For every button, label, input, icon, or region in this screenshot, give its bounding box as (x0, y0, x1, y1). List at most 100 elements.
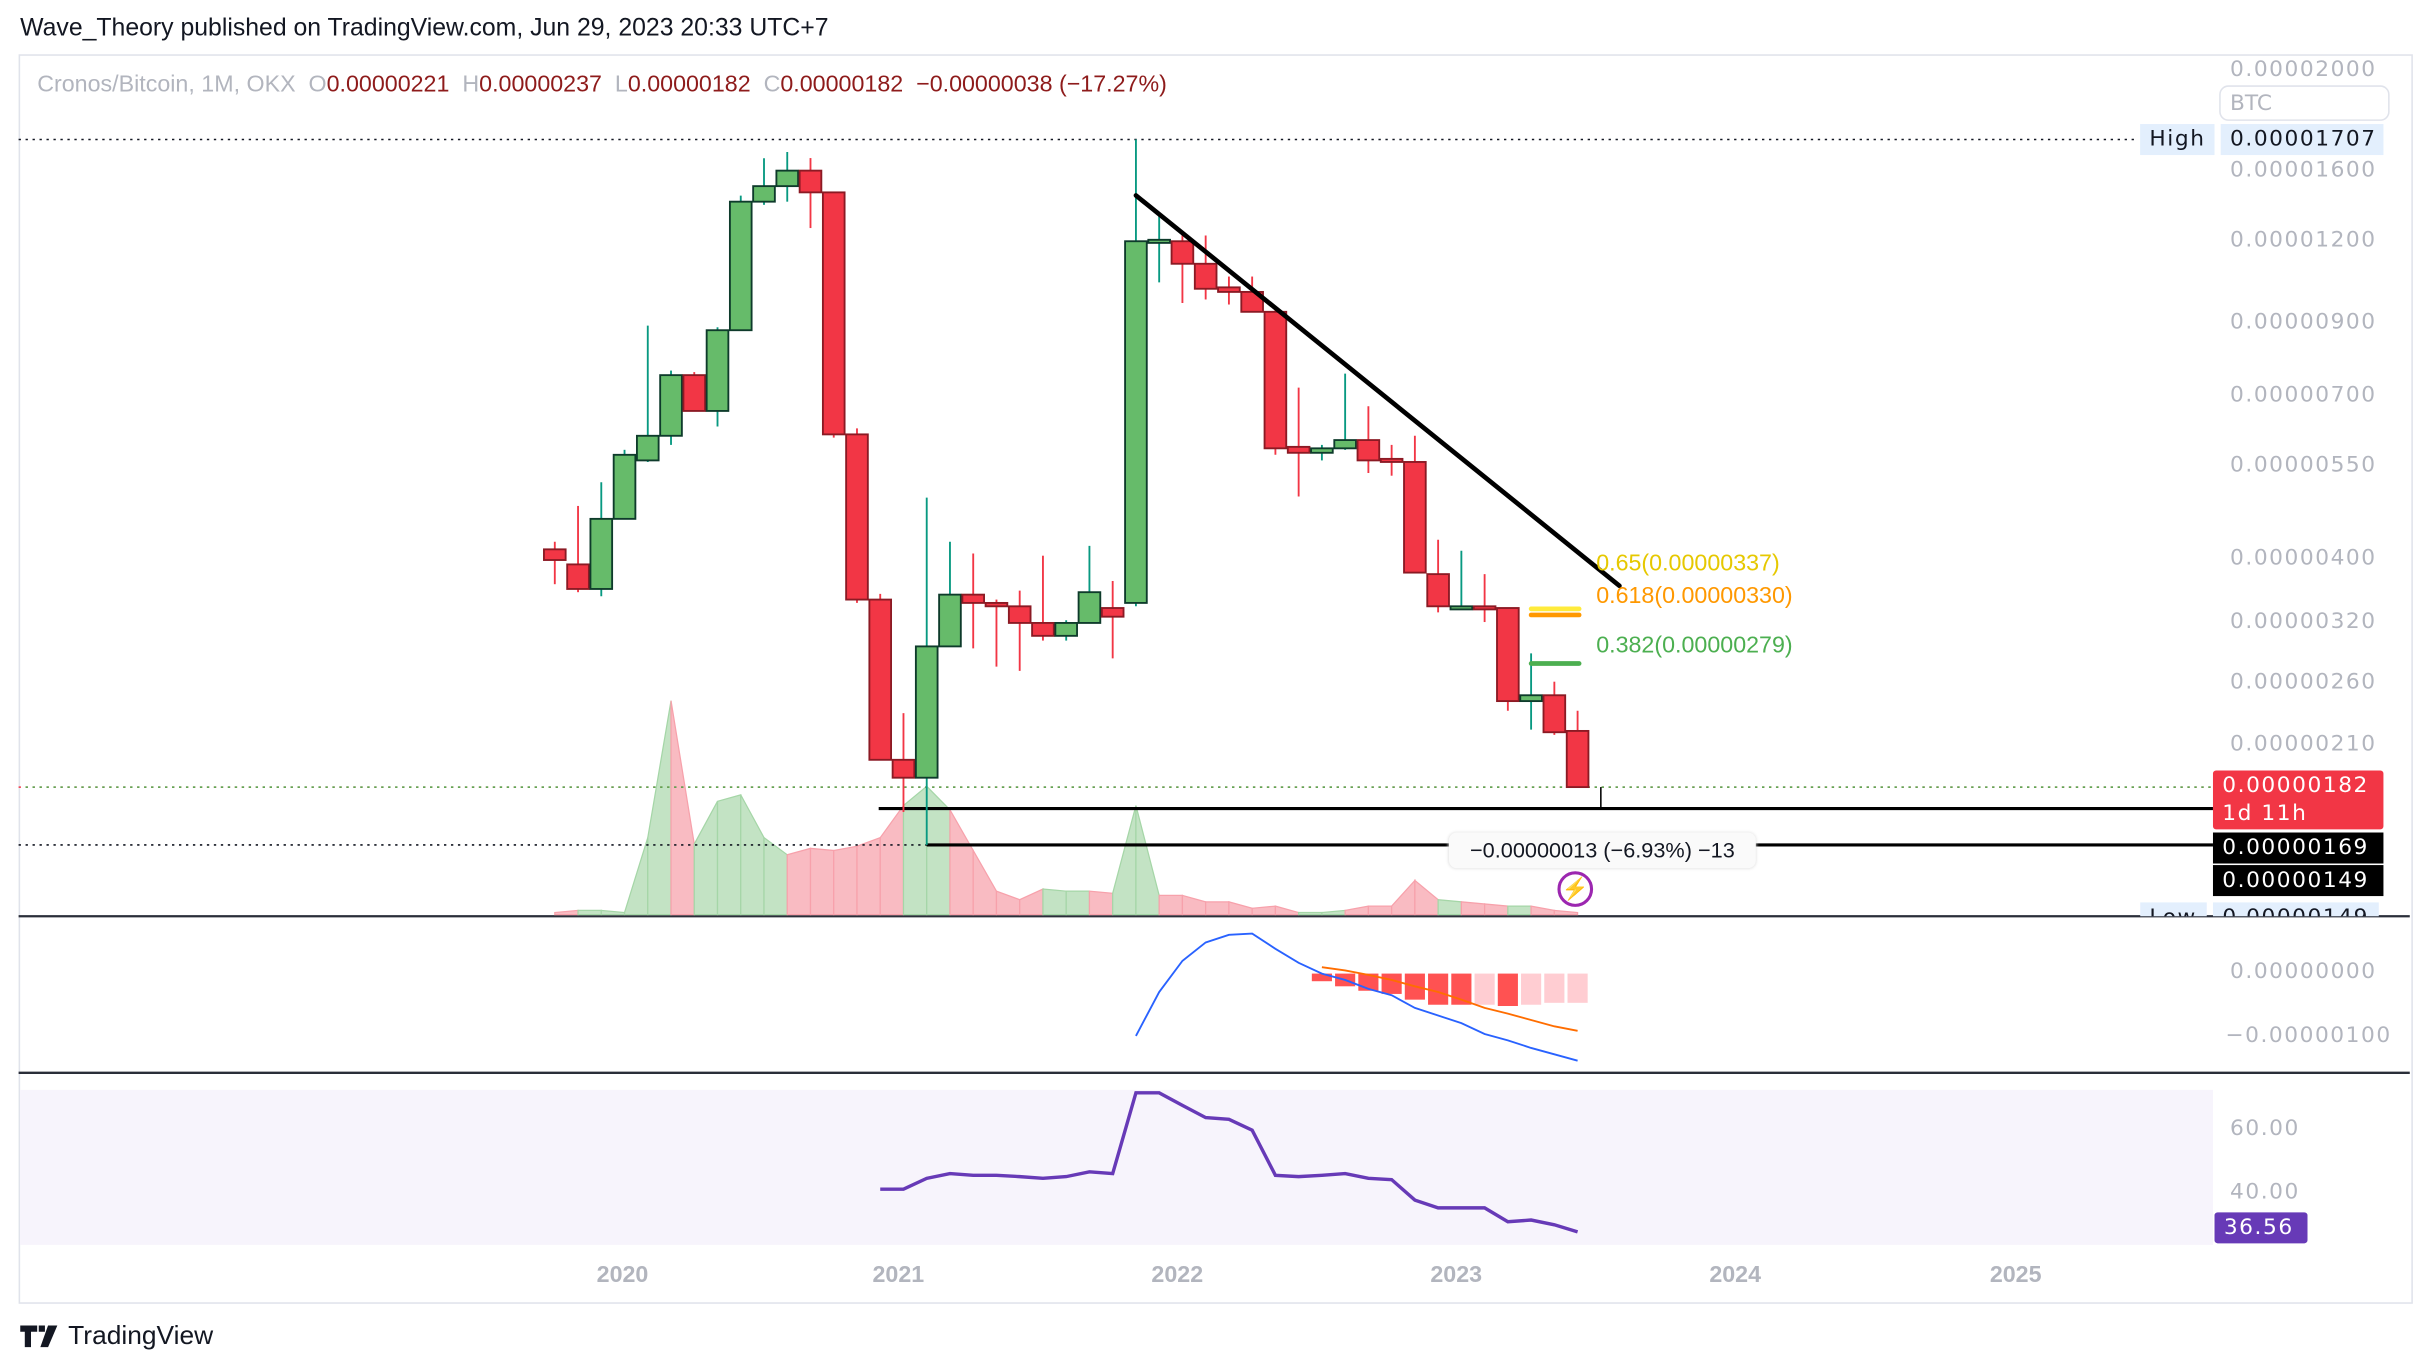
candle (752, 158, 776, 205)
candle-body (1565, 729, 1590, 789)
volume-area-segment (1181, 894, 1207, 916)
price-tick: 0.00001200 (2230, 227, 2377, 253)
high-value-tag: 0.00001707 (2220, 124, 2384, 156)
volume-area-segment (1135, 805, 1160, 916)
volume-area-segment (1391, 878, 1416, 916)
candle-body (1170, 240, 1195, 265)
candle (1007, 590, 1032, 671)
rsi-line (880, 1091, 1579, 1234)
volume-area-segment (1414, 879, 1439, 916)
volume-area-segment (1228, 901, 1253, 916)
candle (543, 541, 567, 585)
year-2025: 2025 (1989, 1261, 2042, 1289)
candle-body (1496, 607, 1520, 703)
current-price-tag: 0.00000182 1d 11h (2212, 770, 2384, 830)
volume-area-segment (1507, 905, 1532, 916)
candle-body (914, 645, 939, 779)
candle-body (868, 598, 893, 761)
volume-area-segment (1298, 911, 1323, 916)
candle (1263, 307, 1288, 455)
macd-histogram-bar (1497, 973, 1518, 1007)
candle-body (775, 169, 800, 188)
candle (868, 593, 893, 761)
volume-area-segment (1460, 901, 1486, 916)
chart-frame (18, 54, 2413, 1304)
volume-area-segment (1553, 909, 1579, 916)
candle-body (1217, 286, 1241, 293)
volume-area-segment (740, 794, 765, 916)
candle (659, 370, 683, 445)
macd-axis-minus100: −0.00000100 (2225, 1023, 2392, 1049)
symbol-name[interactable]: Cronos/Bitcoin, 1M, OKX (37, 71, 296, 98)
candle (1356, 406, 1381, 474)
high-label: H (462, 71, 480, 98)
brand-name: TradingView (68, 1320, 214, 1351)
fib-065-label: 0.65(0.00000337) (1596, 550, 1780, 577)
open-label: O (308, 71, 327, 98)
high-label-tag: High (2140, 124, 2215, 156)
candle-body (1310, 447, 1334, 454)
candle (566, 505, 590, 593)
candle-body (589, 517, 614, 590)
lightning-event-icon[interactable]: ⚡ (1557, 871, 1594, 907)
candle (798, 158, 823, 229)
candle (1170, 232, 1195, 304)
tradingview-logo[interactable]: TradingView (20, 1321, 213, 1352)
candle-body (1031, 622, 1055, 637)
candle (1379, 444, 1404, 476)
rsi-axis-60: 60.00 (2230, 1116, 2300, 1142)
level-149-tag: 0.00000149 (2212, 865, 2384, 897)
candle-body (938, 593, 962, 648)
candle (728, 195, 753, 332)
price-tick: 0.00000260 (2230, 669, 2377, 695)
price-tick: 0.00000700 (2230, 383, 2377, 409)
volume-area-segment (577, 909, 602, 916)
low-label-tag: Low (2140, 902, 2207, 917)
macd-axis-zero: 0.00000000 (2230, 959, 2377, 985)
volume-area-segment (879, 803, 905, 916)
candle-body (635, 434, 660, 462)
volume-area-segment (1088, 890, 1114, 916)
volume-area-segment (716, 794, 742, 916)
volume-area-segment (926, 784, 951, 916)
candle (984, 599, 1009, 667)
candle (821, 191, 846, 438)
candle (1542, 681, 1567, 735)
macd-signal-line (1321, 966, 1578, 1032)
price-tick: 0.00000320 (2230, 609, 2377, 635)
candle-body (1100, 607, 1125, 618)
candle-body (1426, 573, 1450, 608)
fib-0382-label: 0.382(0.00000279) (1596, 632, 1793, 659)
volume-area-segment (1367, 905, 1393, 916)
candle-body (566, 563, 590, 590)
volume-area-segment (600, 909, 626, 916)
candle (891, 713, 916, 812)
macd-histogram-bar (1451, 973, 1472, 1005)
year-2020: 2020 (596, 1261, 649, 1289)
candle-body (612, 453, 637, 520)
candle-body (1147, 238, 1171, 244)
level-169-tag: 0.00000169 (2212, 832, 2384, 864)
symbol-legend: Cronos/Bitcoin, 1M, OKX O0.00000221 H0.0… (37, 71, 1167, 97)
volume-area-segment (809, 847, 835, 916)
candle (775, 151, 800, 202)
candle (1286, 387, 1311, 497)
volume-area-segment (902, 784, 928, 916)
candle (589, 482, 614, 597)
currency-button[interactable]: BTC (2219, 85, 2390, 121)
volume-area-segment (693, 800, 719, 916)
low-value: 0.00000182 (627, 71, 751, 98)
tradingview-logo-icon (20, 1325, 58, 1348)
candle-body (1403, 461, 1427, 574)
low-value-tag: 0.00000149 (2213, 902, 2379, 917)
candle-body (1007, 605, 1032, 624)
low-label: L (614, 71, 628, 98)
publish-info: Wave_Theory published on TradingView.com… (20, 15, 829, 42)
volume-area-segment (856, 836, 881, 916)
volume-area-segment (949, 807, 974, 916)
volume-area-segment (1437, 899, 1462, 916)
candle-body (961, 593, 985, 604)
candle-body (728, 200, 753, 332)
